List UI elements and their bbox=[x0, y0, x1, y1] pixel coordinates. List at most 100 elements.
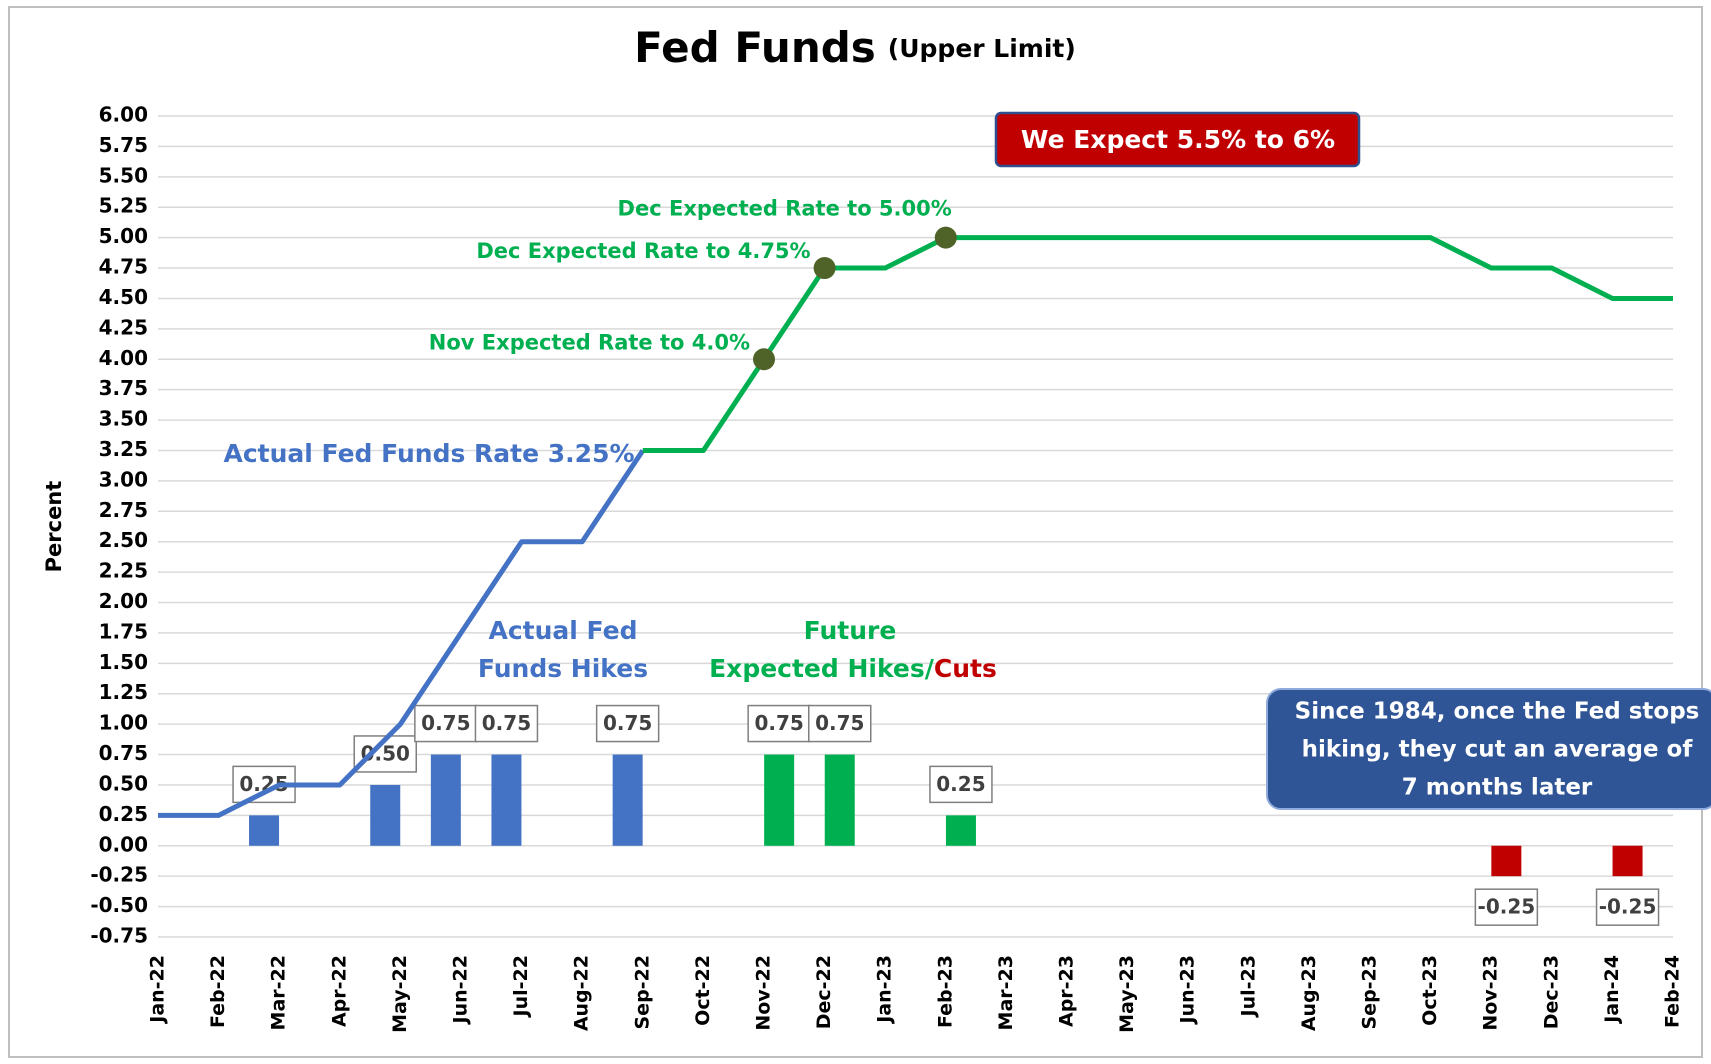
x-tick-label: Apr-23 bbox=[1056, 955, 1078, 1027]
x-tick-label: Jan-24 bbox=[1601, 955, 1623, 1025]
y-tick-label: 4.75 bbox=[99, 255, 148, 279]
annotation: Nov Expected Rate to 4.0% bbox=[429, 330, 750, 354]
bar bbox=[824, 754, 855, 846]
x-tick-label: Mar-22 bbox=[268, 955, 290, 1030]
y-tick-label: 2.50 bbox=[99, 528, 148, 552]
y-tick-label: 1.25 bbox=[99, 680, 148, 704]
y-tick-label: 5.00 bbox=[99, 224, 148, 248]
y-tick-label: 0.75 bbox=[99, 741, 148, 765]
x-tick-label: Mar-23 bbox=[995, 955, 1017, 1030]
y-tick-label: 2.75 bbox=[99, 498, 148, 522]
y-axis-label: Percent bbox=[42, 481, 66, 573]
x-tick-label: Oct-22 bbox=[692, 955, 714, 1026]
title-main: Fed Funds bbox=[634, 23, 876, 72]
bar bbox=[1491, 845, 1522, 877]
x-tick-label: May-23 bbox=[1116, 955, 1138, 1033]
value-label-box bbox=[595, 704, 660, 743]
x-tick-label: Sep-22 bbox=[631, 955, 653, 1030]
value-label-box bbox=[1474, 888, 1539, 926]
x-tick-label: Aug-22 bbox=[571, 955, 593, 1031]
line bbox=[158, 449, 645, 818]
chart-frame bbox=[8, 6, 1703, 1058]
label-part: Expected Hikes/ bbox=[709, 654, 935, 683]
value-label: 0.75 bbox=[421, 711, 470, 735]
value-label-box bbox=[929, 765, 993, 804]
value-label-box bbox=[747, 704, 811, 743]
annotation: Dec Expected Rate to 4.75% bbox=[476, 239, 810, 263]
y-tick-label: 1.50 bbox=[99, 650, 148, 674]
marker bbox=[753, 348, 775, 371]
chart-title: Fed Funds (Upper Limit) bbox=[634, 23, 1076, 72]
y-tick-label: 3.50 bbox=[99, 407, 148, 431]
bar-group-label: Expected Hikes/Cuts bbox=[709, 654, 997, 683]
note-text: 7 months later bbox=[1402, 775, 1593, 801]
x-tick-label: Jun-23 bbox=[1177, 955, 1199, 1025]
value-label: 0.75 bbox=[482, 711, 531, 735]
bar bbox=[1612, 845, 1643, 877]
title-sub: (Upper Limit) bbox=[888, 34, 1076, 63]
bar-group-label: Future bbox=[804, 616, 897, 645]
y-tick-label: 4.00 bbox=[99, 346, 148, 370]
x-tick-label: Feb-24 bbox=[1662, 955, 1684, 1028]
x-tick-label: Aug-23 bbox=[1298, 955, 1320, 1031]
x-tick-label: Feb-23 bbox=[934, 955, 956, 1028]
bar bbox=[430, 754, 461, 846]
y-tick-label: 4.25 bbox=[99, 315, 148, 339]
note-text: Since 1984, once the Fed stops bbox=[1295, 699, 1700, 725]
x-tick-label: Nov-22 bbox=[753, 955, 775, 1031]
value-label-box bbox=[474, 704, 539, 743]
y-tick-label: 6.00 bbox=[99, 103, 148, 127]
label-part: Cuts bbox=[934, 654, 997, 683]
x-tick-label: Jul-22 bbox=[510, 955, 532, 1018]
y-tick-label: 2.00 bbox=[99, 589, 148, 613]
x-tick-label: May-22 bbox=[389, 955, 411, 1033]
y-tick-label: -0.50 bbox=[90, 893, 148, 917]
x-tick-label: Jul-23 bbox=[1237, 955, 1259, 1018]
bar bbox=[491, 754, 522, 846]
y-tick-label: 5.25 bbox=[99, 194, 148, 218]
marker bbox=[934, 226, 957, 249]
line bbox=[642, 235, 1673, 453]
value-label: -0.25 bbox=[1599, 895, 1657, 919]
y-tick-label: 3.75 bbox=[99, 376, 148, 400]
y-tick-label: 5.75 bbox=[99, 133, 148, 157]
y-tick-label: -0.75 bbox=[90, 924, 148, 948]
x-tick-label: Jan-22 bbox=[147, 955, 169, 1025]
annotation: Dec Expected Rate to 5.00% bbox=[618, 197, 952, 221]
note-box bbox=[1266, 688, 1711, 810]
value-label-box bbox=[1595, 888, 1660, 926]
marker bbox=[813, 257, 836, 280]
y-tick-label: 3.25 bbox=[99, 437, 148, 461]
x-tick-label: Dec-22 bbox=[813, 955, 835, 1029]
bar-group-label: Funds Hikes bbox=[478, 654, 648, 683]
x-tick-label: Apr-22 bbox=[328, 955, 350, 1027]
y-tick-label: 1.00 bbox=[99, 711, 148, 735]
y-tick-label: 1.75 bbox=[99, 619, 148, 643]
x-tick-label: Feb-22 bbox=[207, 955, 229, 1028]
callout-box bbox=[994, 111, 1361, 168]
note-text: hiking, they cut an average of bbox=[1302, 737, 1694, 763]
x-tick-label: Jun-22 bbox=[450, 955, 472, 1025]
x-tick-label: Nov-23 bbox=[1480, 955, 1502, 1031]
series-label: Actual Fed Funds Rate 3.25% bbox=[223, 439, 634, 468]
bar bbox=[249, 815, 280, 846]
y-tick-label: 3.00 bbox=[99, 467, 148, 491]
x-tick-label: Oct-23 bbox=[1419, 955, 1441, 1026]
bar-group-label: Actual Fed bbox=[489, 616, 638, 645]
y-tick-label: -0.25 bbox=[90, 863, 148, 887]
value-label: 0.25 bbox=[936, 772, 985, 796]
y-tick-label: 0.50 bbox=[99, 771, 148, 795]
x-tick-label: Jan-23 bbox=[874, 955, 896, 1025]
value-label: -0.25 bbox=[1478, 895, 1536, 919]
y-tick-label: 0.25 bbox=[99, 802, 148, 826]
bar bbox=[370, 784, 401, 846]
y-tick-label: 0.00 bbox=[99, 832, 148, 856]
value-label: 0.75 bbox=[815, 711, 864, 735]
value-label-box bbox=[808, 704, 872, 743]
bar bbox=[764, 754, 795, 846]
value-label: 0.75 bbox=[603, 711, 652, 735]
value-label: 0.75 bbox=[754, 711, 803, 735]
y-tick-label: 5.50 bbox=[99, 163, 148, 187]
bar bbox=[612, 754, 643, 846]
